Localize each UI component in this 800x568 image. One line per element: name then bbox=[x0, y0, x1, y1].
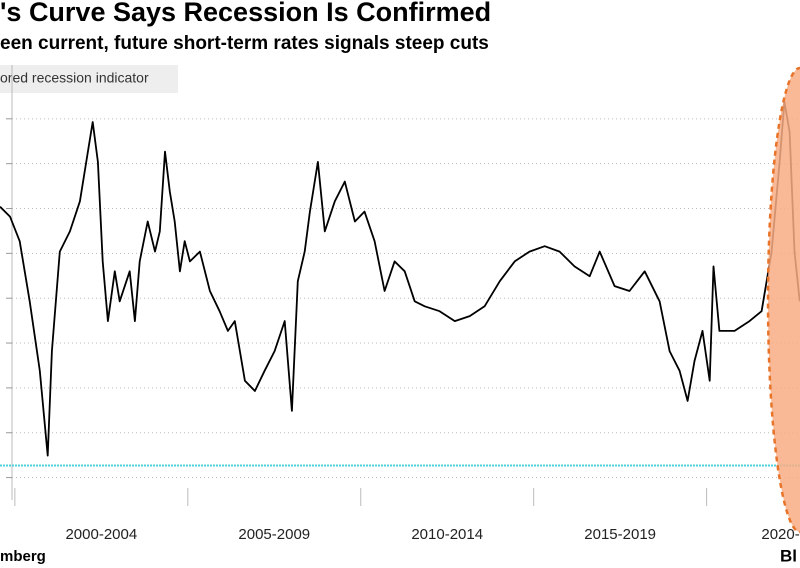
chart-title: 's Curve Says Recession Is Confirmed bbox=[0, 0, 491, 27]
brand: Bl bbox=[780, 546, 797, 565]
data-line bbox=[0, 100, 800, 457]
highlight-ellipse bbox=[766, 66, 800, 534]
source: mberg bbox=[0, 548, 46, 565]
legend-box bbox=[0, 65, 178, 93]
x-tick-label: 2000-2004 bbox=[65, 526, 137, 543]
legend-label: ored recession indicator bbox=[0, 70, 149, 86]
plot-area: 2000-2004 2005-2009 2010-2014 2015-2019 2020… bbox=[0, 65, 800, 543]
x-tick-label: 2015-2019 bbox=[584, 526, 656, 543]
x-tick-label: 2010-2014 bbox=[411, 526, 483, 543]
x-tick-label: 2020-202 bbox=[761, 526, 800, 543]
chart-subtitle: een current, future short-term rates sig… bbox=[0, 33, 489, 54]
x-tick-label: 2005-2009 bbox=[238, 526, 310, 543]
